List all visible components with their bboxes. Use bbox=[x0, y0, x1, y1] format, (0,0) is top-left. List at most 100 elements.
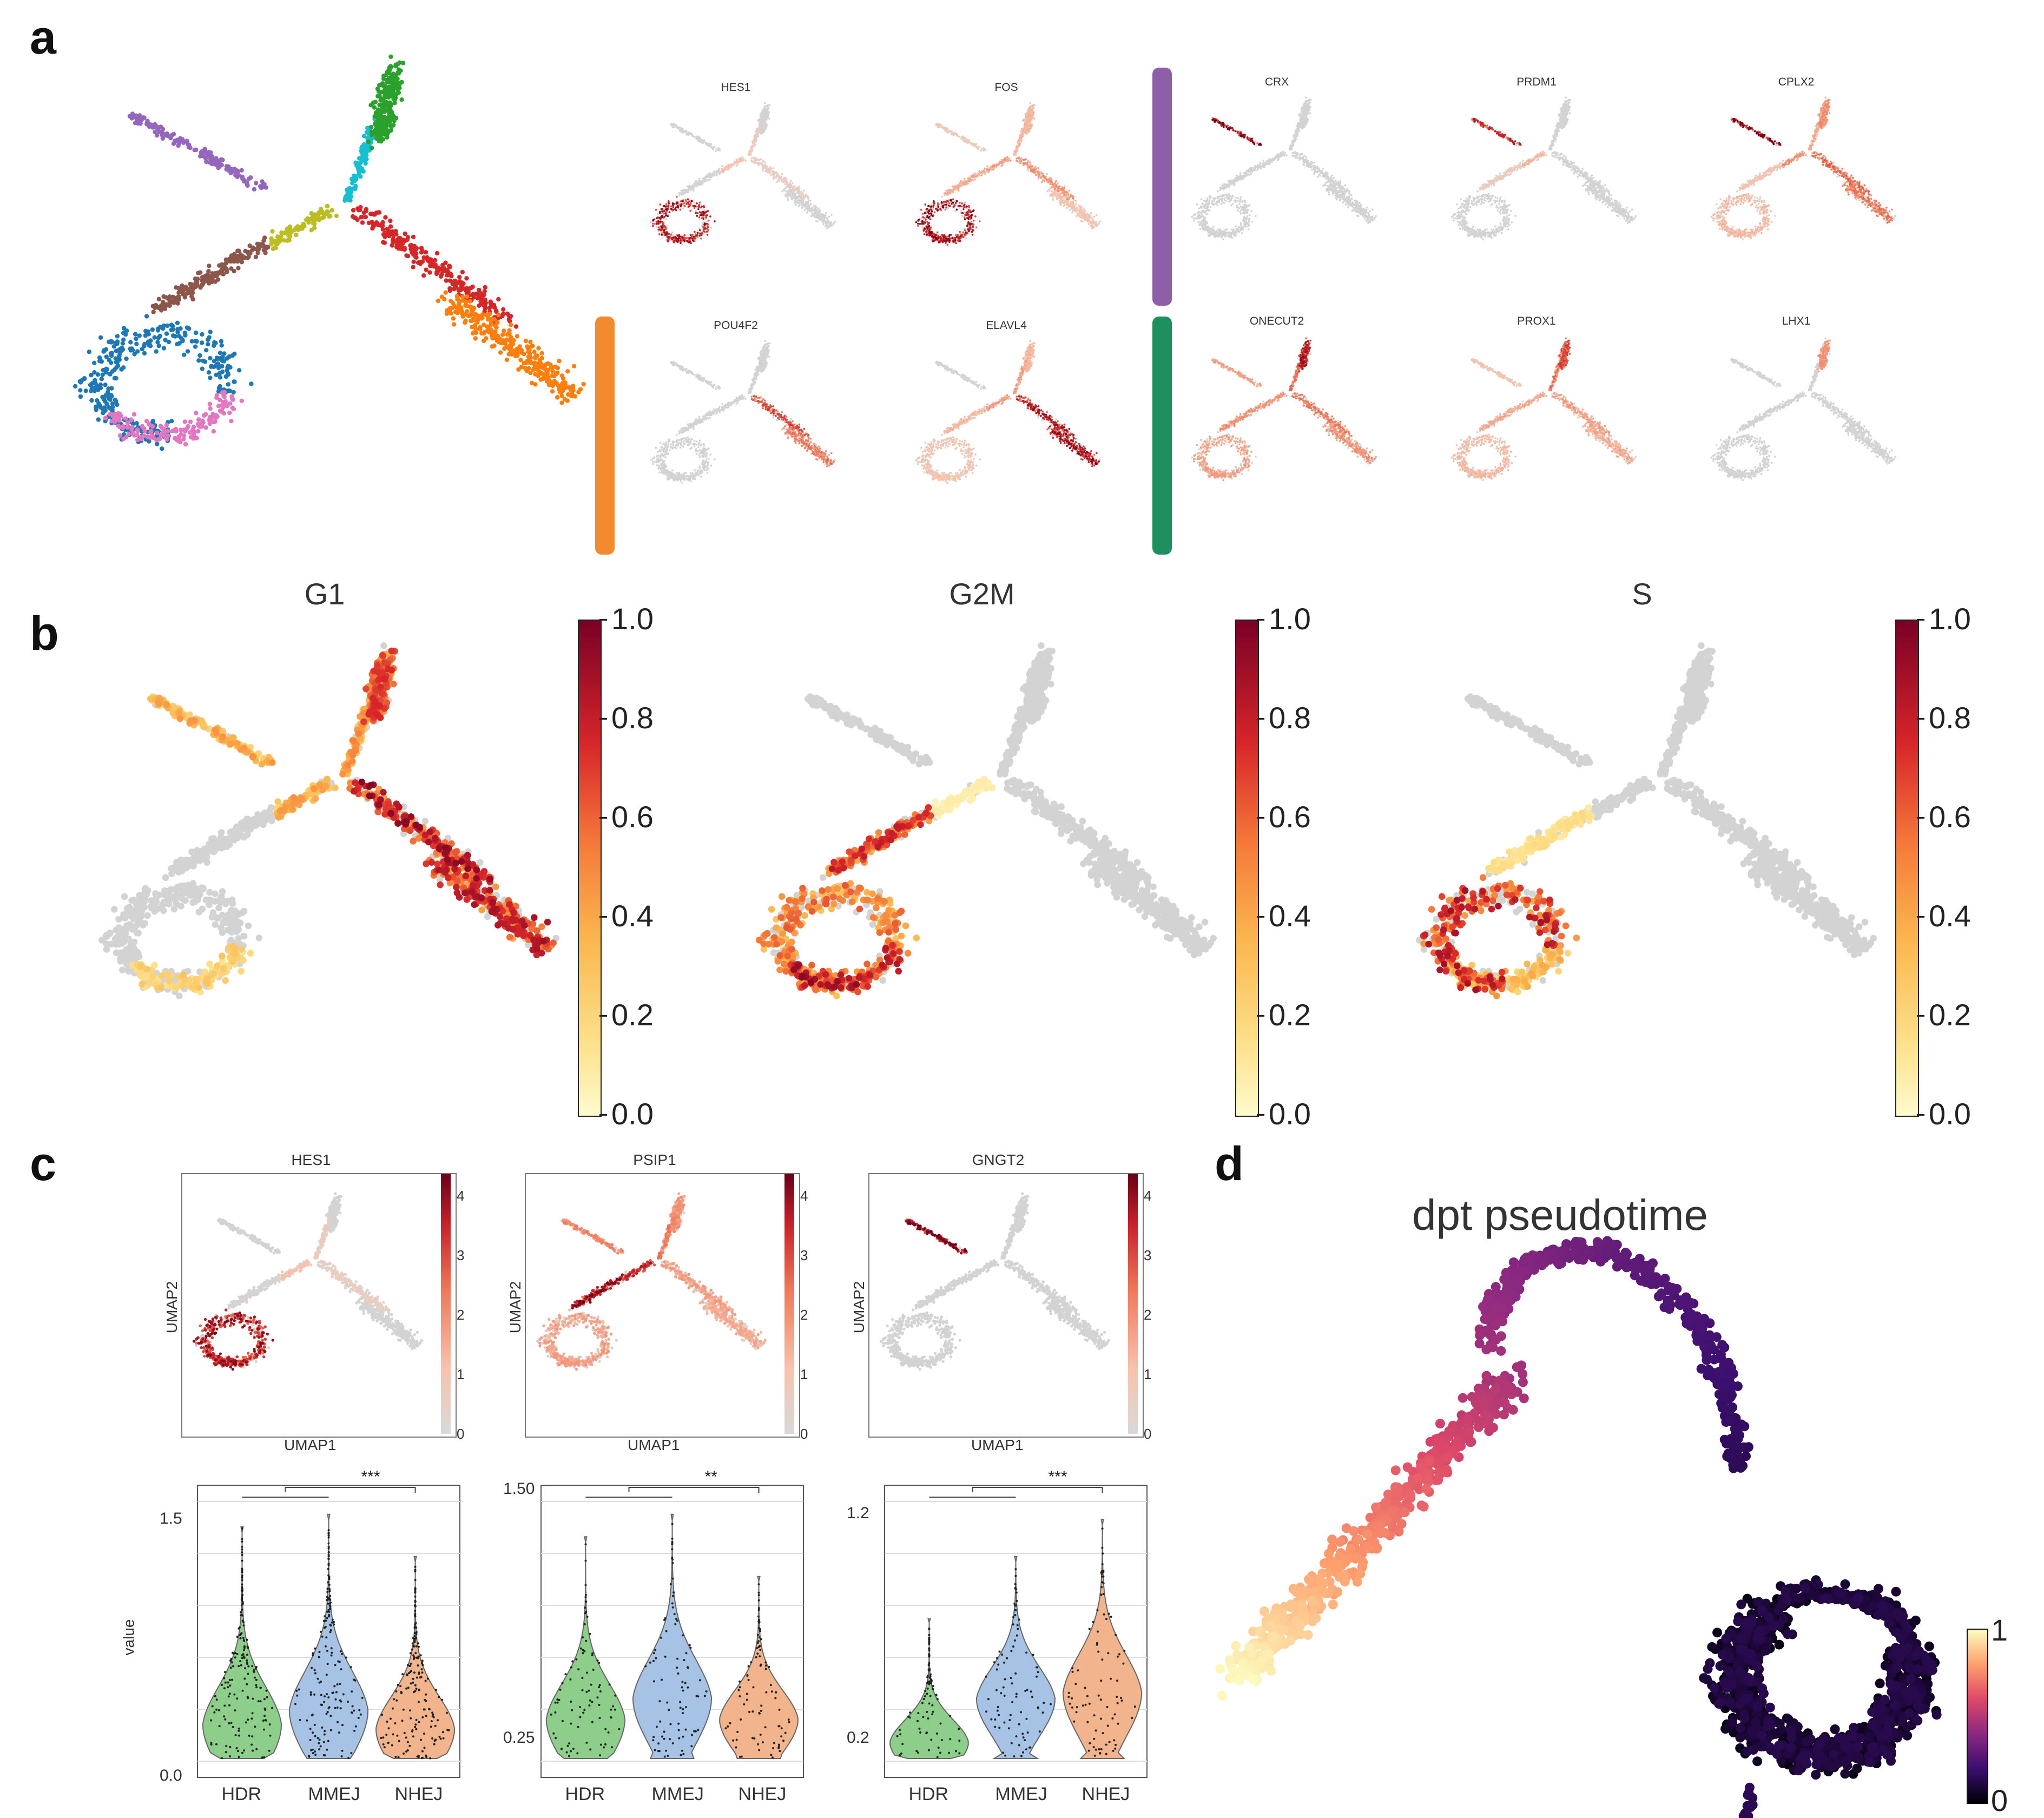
cell-point bbox=[436, 298, 441, 304]
cell-point bbox=[125, 420, 130, 425]
cell-point bbox=[805, 207, 808, 210]
cell-point bbox=[380, 137, 386, 142]
cell-point bbox=[381, 116, 386, 121]
cell-point bbox=[189, 430, 194, 435]
cell-point bbox=[150, 327, 155, 332]
neuron-group-bar-orange bbox=[595, 317, 615, 555]
cell-point bbox=[90, 385, 95, 390]
cell-point bbox=[810, 210, 812, 212]
cell-point bbox=[546, 376, 551, 380]
cell-point bbox=[687, 134, 690, 136]
cell-point bbox=[220, 369, 225, 374]
cell-point bbox=[200, 366, 205, 371]
cell-point bbox=[130, 111, 135, 116]
cell-point bbox=[787, 199, 789, 201]
cell-point bbox=[689, 204, 691, 207]
cell-point bbox=[175, 320, 180, 325]
cell-point bbox=[385, 227, 390, 232]
cell-point bbox=[207, 335, 212, 340]
cell-point bbox=[457, 274, 462, 280]
cell-point bbox=[357, 170, 362, 175]
cell-point bbox=[436, 265, 441, 270]
cell-point bbox=[223, 257, 228, 262]
cell-point bbox=[781, 173, 783, 175]
cell-point bbox=[695, 212, 697, 214]
cell-point bbox=[663, 210, 665, 213]
cell-point bbox=[966, 139, 968, 142]
cell-point bbox=[1052, 196, 1054, 199]
cell-point bbox=[668, 200, 670, 202]
cell-point bbox=[943, 194, 946, 196]
cell-point bbox=[1060, 197, 1063, 200]
cell-point bbox=[234, 172, 240, 176]
cell-point bbox=[750, 149, 753, 152]
cell-point bbox=[675, 240, 678, 242]
cell-point bbox=[448, 299, 453, 304]
cell-point bbox=[798, 192, 800, 195]
cell-point bbox=[116, 423, 121, 429]
cell-point bbox=[516, 367, 521, 372]
cell-point bbox=[92, 370, 97, 375]
cell-point bbox=[980, 150, 982, 152]
cell-point bbox=[1026, 120, 1029, 122]
cell-point bbox=[515, 334, 520, 339]
cell-point bbox=[749, 154, 751, 156]
cell-point bbox=[212, 159, 217, 163]
cell-point bbox=[680, 239, 682, 242]
cell-point bbox=[705, 216, 708, 219]
cell-point bbox=[194, 147, 199, 152]
cell-point bbox=[705, 230, 708, 233]
cell-point bbox=[701, 224, 703, 227]
cell-point bbox=[496, 334, 500, 339]
cell-point bbox=[709, 172, 711, 174]
cell-point bbox=[298, 226, 303, 231]
cell-point bbox=[960, 136, 963, 139]
cell-point bbox=[473, 336, 478, 341]
cell-point bbox=[481, 302, 486, 307]
cell-point bbox=[689, 187, 691, 189]
cell-point bbox=[227, 410, 232, 416]
cell-point bbox=[1091, 218, 1094, 221]
cell-point bbox=[203, 425, 209, 430]
cell-point bbox=[221, 359, 226, 364]
cell-point bbox=[971, 144, 974, 146]
cell-point bbox=[200, 418, 205, 423]
cell-point bbox=[821, 218, 823, 220]
cell-point bbox=[124, 434, 129, 439]
cell-point bbox=[807, 203, 810, 206]
cell-point bbox=[701, 210, 703, 213]
cell-point bbox=[712, 148, 715, 151]
cell-point bbox=[781, 190, 783, 193]
cell-point bbox=[687, 198, 689, 201]
cell-point bbox=[94, 407, 98, 412]
cell-point bbox=[128, 346, 133, 351]
cell-point bbox=[232, 268, 236, 274]
cell-point bbox=[983, 148, 985, 150]
cell-point bbox=[557, 359, 562, 364]
cell-point bbox=[805, 202, 807, 205]
cell-point bbox=[726, 166, 728, 168]
cell-point bbox=[194, 411, 199, 416]
cell-point bbox=[935, 205, 938, 208]
cell-point bbox=[202, 413, 207, 418]
cell-point bbox=[661, 227, 663, 229]
cell-point bbox=[230, 405, 235, 410]
cell-point bbox=[975, 145, 978, 148]
cell-point bbox=[214, 393, 220, 398]
cell-point bbox=[460, 294, 465, 299]
cell-point bbox=[760, 119, 763, 122]
cell-point bbox=[1074, 208, 1077, 210]
cell-point bbox=[149, 429, 154, 434]
cell-point bbox=[150, 125, 155, 130]
cell-point bbox=[753, 145, 755, 148]
cell-point bbox=[467, 313, 473, 318]
cell-point bbox=[239, 398, 244, 404]
cell-point bbox=[395, 242, 400, 247]
cell-point bbox=[87, 350, 92, 354]
cell-point bbox=[372, 131, 377, 136]
gene-umap-fos bbox=[915, 102, 1101, 246]
cell-point bbox=[515, 353, 520, 358]
cell-point bbox=[312, 225, 317, 230]
cell-point bbox=[193, 330, 199, 335]
cell-point bbox=[1064, 200, 1067, 202]
